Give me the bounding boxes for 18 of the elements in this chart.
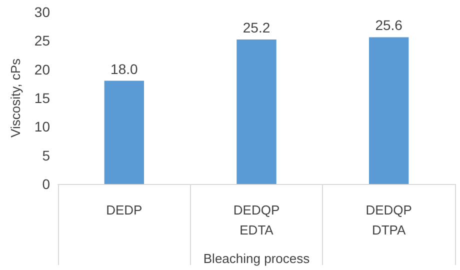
y-tick-label: 0: [42, 176, 50, 192]
y-tick-label: 5: [42, 147, 50, 164]
y-tick-label: 10: [34, 118, 50, 135]
y-axis-title: Viscosity, cPs: [8, 58, 23, 138]
x-tick-label: DEDP: [106, 202, 142, 218]
y-tick-label: 25: [34, 32, 50, 49]
y-tick-label: 20: [34, 61, 50, 78]
x-axis-title: Bleaching process: [203, 251, 310, 266]
bar: [104, 80, 144, 184]
data-label: 18.0: [110, 60, 138, 77]
x-tick-label: DEDQP EDTA: [233, 202, 280, 238]
bar: [368, 37, 409, 184]
bar: [236, 40, 276, 184]
x-tick-label: DEDQP DTPA: [366, 202, 412, 238]
data-label: 25.2: [242, 20, 270, 36]
y-tick-label: 15: [34, 90, 50, 106]
y-tick-label: 30: [34, 4, 50, 20]
data-label: 25.6: [375, 17, 403, 34]
